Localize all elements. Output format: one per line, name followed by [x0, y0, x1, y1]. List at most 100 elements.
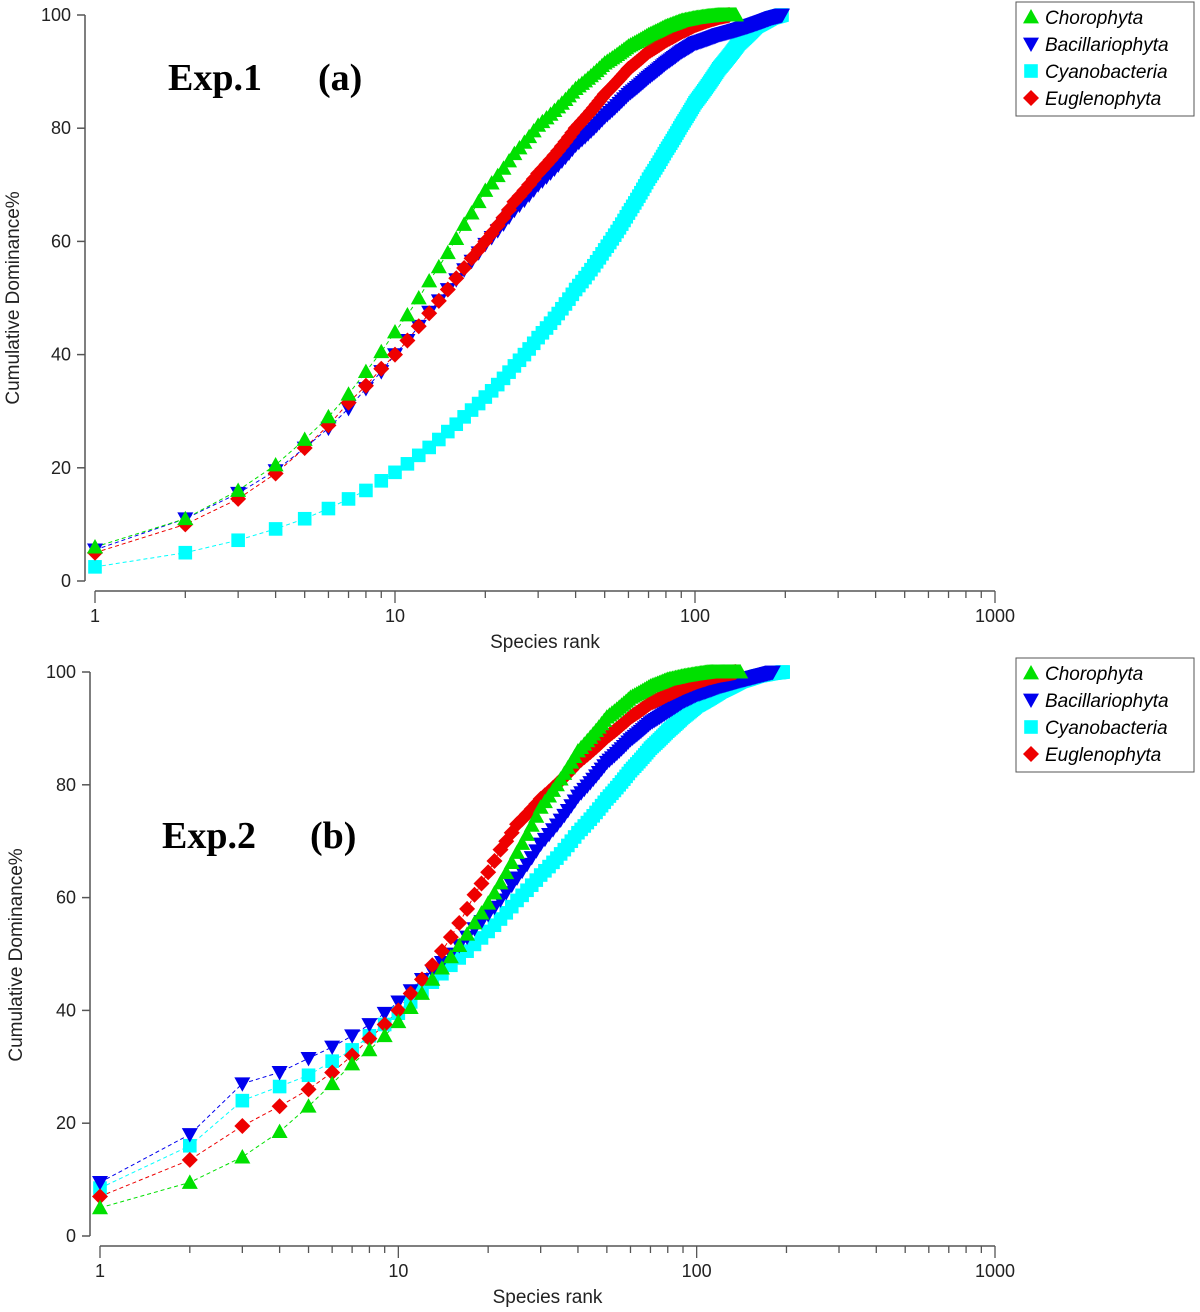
data-point: [344, 1047, 361, 1064]
panel-b: 0 20 40 60 80 100 1 10 100 1000 Species rank Cumula…: [6, 657, 1195, 1308]
series-line-cyanobacteria: [99, 671, 784, 1189]
data-point: [480, 895, 497, 910]
x-tick-label: 100: [680, 606, 710, 626]
y-tick-label: 0: [66, 1226, 76, 1246]
data-point: [376, 1016, 393, 1033]
data-point: [411, 448, 426, 463]
x-tick-label: 1000: [975, 606, 1015, 626]
data-point: [271, 1066, 288, 1081]
legend-marker: [1023, 746, 1039, 762]
data-point: [234, 1118, 251, 1135]
data-point: [376, 1006, 393, 1022]
data-point: [300, 1051, 317, 1067]
data-point: [492, 874, 509, 890]
legend-marker: [1023, 37, 1039, 52]
series-cyanobacteria: [93, 665, 790, 1195]
y-tick-label: 20: [51, 458, 71, 478]
panel-a: 0 20 40 60 80 100 1 10 100 1000 Species rank Cumula…: [3, 1, 1195, 653]
legend-marker: [1023, 90, 1039, 106]
legend-marker: [1023, 665, 1039, 680]
data-point: [424, 971, 441, 986]
legend-entry: Euglenophyta: [1045, 89, 1161, 110]
data-point: [234, 1077, 251, 1092]
data-point: [320, 408, 337, 424]
data-point: [231, 533, 245, 548]
data-point: [344, 1055, 361, 1071]
panel-label: (a): [318, 57, 362, 99]
data-point: [324, 1040, 341, 1056]
y-tick-label: 0: [61, 571, 71, 591]
data-point: [390, 1013, 407, 1029]
legend-box: [1015, 657, 1195, 773]
y-tick-label: 60: [56, 888, 76, 908]
x-tick-label: 100: [682, 1261, 712, 1281]
data-point: [340, 386, 357, 401]
legend-marker: [1023, 693, 1039, 708]
data-point: [297, 511, 312, 526]
data-point: [528, 808, 545, 823]
data-point: [361, 1018, 378, 1033]
data-point: [421, 305, 438, 322]
data-point: [341, 492, 356, 506]
data-point: [410, 318, 427, 335]
data-point: [357, 377, 374, 394]
legend: Chorophyta Bacillariophyta Cyanobacteria Eu…: [1015, 657, 1195, 773]
series-bacillariophyta: [92, 665, 781, 1191]
data-point: [424, 957, 441, 974]
data-point: [498, 864, 515, 880]
data-point: [442, 948, 459, 964]
legend-entry: Bacillariophyta: [1045, 35, 1169, 56]
data-point: [732, 664, 749, 679]
data-point: [357, 363, 374, 378]
y-tick-label: 20: [56, 1113, 76, 1133]
data-point: [459, 900, 476, 917]
data-point: [451, 937, 468, 952]
data-point: [456, 216, 473, 231]
y-axis-title: Cumulative Dominance%: [6, 848, 27, 1061]
panel-label: (b): [310, 815, 356, 857]
data-point: [373, 360, 390, 377]
data-point: [433, 960, 450, 975]
data-point: [430, 258, 447, 274]
y-tick-label: 100: [41, 5, 71, 25]
series-chorophyta: [87, 7, 745, 554]
legend-entry: Chorophyta: [1045, 664, 1143, 685]
y-axis-title: Cumulative Dominance%: [3, 191, 24, 404]
data-point: [183, 1138, 197, 1153]
data-point: [296, 431, 313, 446]
data-point: [501, 153, 518, 168]
data-point: [473, 875, 490, 892]
data-point: [324, 1064, 341, 1081]
data-point: [477, 182, 494, 197]
data-point: [234, 1149, 251, 1164]
data-point: [430, 292, 447, 309]
data-point: [361, 1030, 378, 1047]
data-point: [413, 985, 430, 1000]
y-tick-label: 80: [56, 775, 76, 795]
data-point: [399, 332, 416, 349]
y-tick-label: 60: [51, 231, 71, 251]
data-point: [774, 8, 791, 23]
legend-entry: Cyanobacteria: [1045, 62, 1168, 83]
legend-marker: [1023, 9, 1039, 24]
data-point: [387, 323, 403, 339]
series-line-bacillariophyta: [99, 671, 773, 1183]
data-point: [181, 1151, 198, 1168]
legend: Chorophyta Bacillariophyta Cyanobacteria Eu…: [1015, 1, 1195, 117]
data-point: [271, 1123, 288, 1139]
y-tick-label: 100: [46, 662, 76, 682]
legend-marker: [1024, 64, 1038, 78]
data-point: [473, 905, 490, 920]
data-point: [230, 482, 247, 497]
data-point: [402, 999, 419, 1014]
data-point: [177, 510, 194, 526]
x-tick-label: 10: [388, 1261, 408, 1281]
data-point: [439, 244, 456, 260]
data-point: [466, 914, 483, 930]
x-tick-label: 1: [90, 606, 100, 626]
data-point: [268, 522, 283, 536]
data-point: [764, 665, 781, 680]
data-point: [272, 1079, 287, 1094]
data-point: [325, 1054, 339, 1068]
